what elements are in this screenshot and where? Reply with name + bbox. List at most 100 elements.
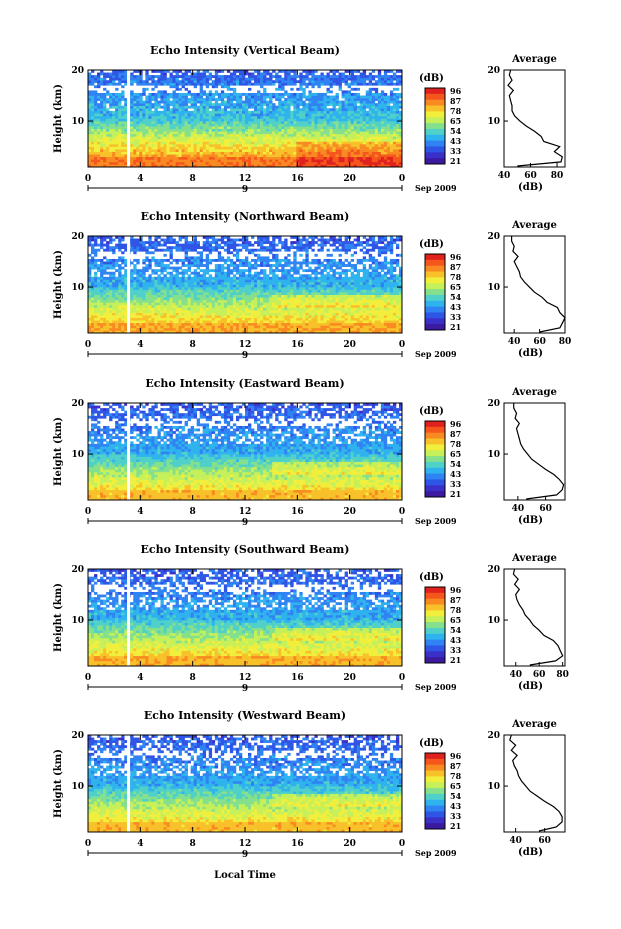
heatmap-cell [235,95,240,99]
heatmap-cell [238,108,243,112]
heatmap-cell [136,241,140,244]
heatmap-cell [251,121,255,124]
heatmap-cell [97,98,101,101]
heatmap-cell [214,164,219,168]
heatmap-cell [91,141,95,145]
heatmap-cell [232,95,237,99]
heatmap-cell [260,98,264,101]
heatmap-cell [260,123,264,127]
heatmap-cell [169,131,173,135]
heatmap-cell [88,258,92,262]
heatmap-cell [91,156,95,160]
heatmap-cell [202,82,207,86]
heatmap-cell [193,299,197,303]
heatmap-cell [211,156,216,160]
heatmap-cell [187,128,191,132]
heatmap-cell [133,141,137,145]
heatmap-cell [172,108,176,112]
heatmap-cell [356,80,361,84]
heatmap-cell [121,159,125,163]
heatmap-cell [278,115,282,119]
heatmap-cell [214,327,219,331]
heatmap-cell [332,105,336,109]
heatmap-cell [184,289,188,293]
heatmap-cell [136,75,140,78]
heatmap-cell [133,131,137,135]
heatmap-cell [184,248,188,252]
heatmap-cell [142,294,146,298]
heatmap-cell [232,141,237,145]
panel-1: Echo Intensity (Northward Beam)2010Heigh… [53,210,571,361]
heatmap-cell [133,128,137,132]
heatmap-cell [97,317,101,321]
heatmap-cell [181,126,185,130]
heatmap-cell [91,144,95,147]
heatmap-cell [272,151,276,155]
heatmap-cell [103,75,107,78]
heatmap-cell [314,80,318,84]
heatmap-cell [190,105,194,109]
heatmap-cell [157,294,161,298]
heatmap-cell [323,159,327,163]
heatmap-cell [142,161,146,165]
heatmap-cell [115,156,119,160]
heatmap-cell [151,315,155,318]
heatmap-cell [202,243,207,247]
heatmap-cell [187,322,191,326]
heatmap-cell [94,92,98,96]
heatmap-cell [272,149,276,152]
heatmap-cell [211,128,216,132]
heatmap-cell [163,322,167,326]
heatmap-cell [178,156,182,160]
heatmap-cell [133,154,137,158]
heatmap-cell [169,118,173,122]
heatmap-cell [160,264,164,267]
heatmap-cell [163,276,167,280]
heatmap-cell [136,98,140,101]
heatmap-cell [214,330,219,334]
heatmap-cell [326,136,330,140]
heatmap-cell [106,154,110,158]
heatmap-cell [130,269,134,273]
heatmap-cell [266,80,270,84]
heatmap-cell [121,149,125,152]
heatmap-cell [226,156,231,160]
heatmap-cell [154,307,158,311]
heatmap-cell [142,149,146,152]
heatmap-cell [266,92,270,96]
heatmap-cell [139,128,143,132]
heatmap-cell [97,151,101,155]
heatmap-cell [139,133,143,137]
heatmap-cell [308,100,312,104]
heatmap-cell [100,151,104,155]
heatmap-cell [383,154,388,158]
heatmap-cell [130,246,134,250]
heatmap-cell [362,159,367,163]
heatmap-cell [308,80,312,84]
heatmap-cell [136,271,140,275]
heatmap-cell [211,307,216,311]
heatmap-cell [368,113,373,117]
heatmap-cell [263,98,267,101]
heatmap-cell [166,133,170,137]
heatmap-cell [172,274,176,278]
heatmap-cell [175,113,179,117]
heatmap-cell [142,310,146,313]
heatmap-cell [178,161,182,165]
heatmap-cell [130,103,134,107]
heatmap-cell [91,138,95,142]
heatmap-cell [175,258,179,262]
heatmap-cell [347,103,351,107]
heatmap-cell [374,118,379,122]
heatmap-cell [193,279,197,283]
heatmap-cell [181,92,185,96]
heatmap-cell [157,149,161,152]
heatmap-cell [136,330,140,334]
heatmap-cell [97,248,101,252]
heatmap-cell [359,113,364,117]
heatmap-cell [181,138,185,142]
heatmap-cell [260,118,264,122]
heatmap-cell [245,113,249,117]
heatmap-cell [157,103,161,107]
heatmap-cell [88,110,92,114]
